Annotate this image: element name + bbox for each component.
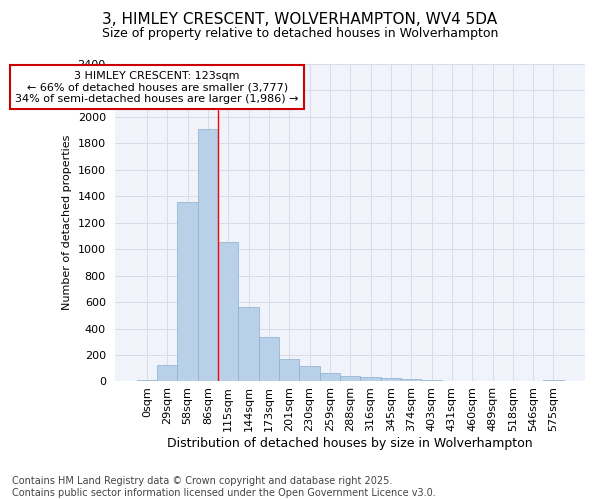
Bar (340, 376, 361, 382)
Bar (137, 380, 157, 382)
Bar (259, 337, 279, 382)
Bar (198, 129, 218, 382)
Bar (381, 378, 401, 382)
Text: Size of property relative to detached houses in Wolverhampton: Size of property relative to detached ho… (102, 28, 498, 40)
Text: 3, HIMLEY CRESCENT, WOLVERHAMPTON, WV4 5DA: 3, HIMLEY CRESCENT, WOLVERHAMPTON, WV4 5… (103, 12, 497, 28)
Text: 3 HIMLEY CRESCENT: 123sqm
← 66% of detached houses are smaller (3,777)
34% of se: 3 HIMLEY CRESCENT: 123sqm ← 66% of detac… (16, 70, 299, 104)
X-axis label: Distribution of detached houses by size in Wolverhampton: Distribution of detached houses by size … (167, 437, 533, 450)
Bar (299, 366, 320, 382)
Bar (421, 380, 442, 382)
Bar (157, 365, 178, 382)
Bar (544, 380, 563, 382)
Bar (462, 381, 482, 382)
Bar (361, 378, 381, 382)
Bar (279, 359, 299, 382)
Y-axis label: Number of detached properties: Number of detached properties (62, 135, 72, 310)
Bar (218, 242, 238, 382)
Bar (320, 373, 340, 382)
Bar (503, 381, 523, 382)
Bar (238, 306, 259, 382)
Bar (482, 381, 503, 382)
Text: Contains HM Land Registry data © Crown copyright and database right 2025.
Contai: Contains HM Land Registry data © Crown c… (12, 476, 436, 498)
Bar (178, 202, 198, 382)
Bar (401, 379, 421, 382)
Bar (442, 381, 462, 382)
